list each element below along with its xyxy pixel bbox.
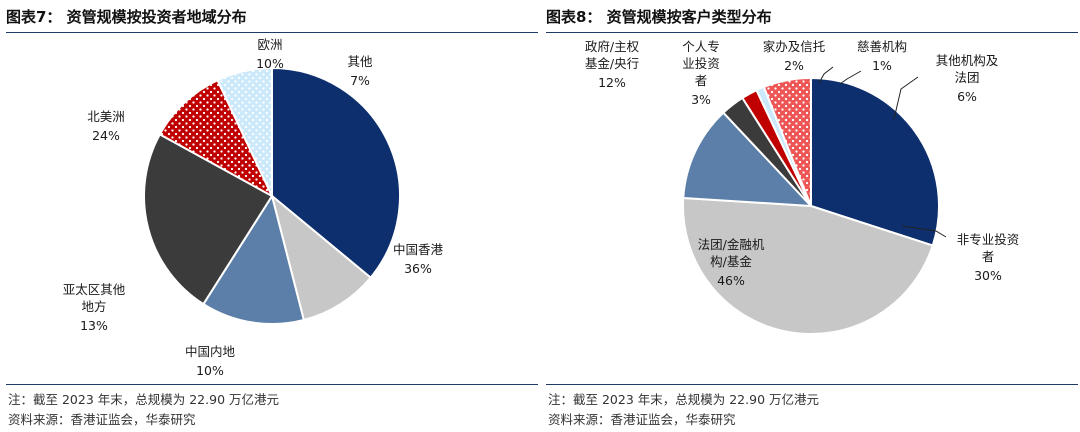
slice-label-1: 非专业投资者 (957, 232, 1020, 264)
pie-slice-6 (216, 66, 273, 197)
slice-value-1: 30% (974, 268, 1002, 283)
pie-slices (682, 76, 940, 335)
pie-slice-5 (158, 78, 275, 199)
slice-label-4: 北美洲 (87, 109, 125, 124)
slice-label-2: 法团/金融机构/基金 (698, 237, 765, 269)
region-pie-chart: 中国香港 36% 中国内地 10% 亚太区其他地方 13% 北美洲 24% 欧洲 10% 其他 7% (63, 37, 444, 378)
pie-slice-3 (682, 111, 814, 208)
slice-label-2: 中国内地 (185, 344, 236, 359)
slice-value-2: 46% (717, 273, 745, 288)
slice-label-4: 个人专业投资者 (682, 39, 720, 88)
slice-value-3: 12% (598, 75, 626, 90)
slice-value-2: 10% (196, 363, 224, 378)
slice-value-4: 3% (691, 92, 711, 107)
pie-slice-3 (202, 193, 306, 325)
pie-labels: 中国香港 36% 中国内地 10% 亚太区其他地方 13% 北美洲 24% 欧洲 10% 其他 7% (63, 37, 444, 378)
panel-client-type: 图表8： 资管规模按客户类型分布 非专业投资者 30% 法团/金融机构/基金 46% 政… (546, 0, 1078, 432)
slice-value-6: 1% (872, 58, 892, 73)
slice-value-3: 13% (80, 318, 108, 333)
title-rule (546, 32, 1078, 33)
leader-line-1 (901, 225, 947, 238)
chart-title: 图表7： 资管规模按投资者地域分布 (6, 8, 247, 26)
slice-label-6: 慈善机构 (857, 39, 907, 54)
slice-label-1: 中国香港 (393, 242, 444, 257)
footnote: 注：截至 2023 年末，总规模为 22.90 万亿港元 (8, 392, 279, 407)
slice-label-6: 其他 (347, 54, 373, 69)
pie-labels: 非专业投资者 30% 法团/金融机构/基金 46% 政府/主权基金/央行 12% 个人专业投… (585, 39, 1019, 288)
client-type-pie-chart: 非专业投资者 30% 法团/金融机构/基金 46% 政府/主权基金/央行 12% 个人专业投… (585, 39, 1019, 335)
pie-slice-7 (762, 76, 812, 207)
slice-value-7: 6% (957, 89, 977, 104)
slice-label-5: 家办及信托 (763, 39, 826, 54)
slice-value-5: 10% (256, 56, 284, 71)
pie-slice-1 (271, 66, 401, 279)
chart-title: 图表8： 资管规模按客户类型分布 (546, 8, 772, 26)
slice-label-3: 亚太区其他地方 (63, 282, 126, 314)
slice-value-5: 2% (784, 58, 804, 73)
pie-slice-1 (810, 76, 940, 247)
leader-line-5 (818, 66, 834, 84)
pie-slices (143, 66, 401, 325)
slice-value-6: 7% (350, 73, 370, 88)
source-note: 资料来源：香港证监会，华泰研究 (548, 412, 736, 427)
slice-value-4: 24% (92, 128, 120, 143)
footer-rule (6, 384, 538, 385)
slice-label-3: 政府/主权基金/央行 (585, 39, 640, 71)
footnote: 注：截至 2023 年末，总规模为 22.90 万亿港元 (548, 392, 819, 407)
source-note: 资料来源：香港证监会，华泰研究 (8, 412, 196, 427)
panel-investor-region: 图表7： 资管规模按投资者地域分布 中国香港 36% 中国内地 10% 亚太区其他地方 1… (6, 0, 538, 432)
leader-line-7 (893, 76, 919, 120)
slice-label-5: 欧洲 (257, 37, 282, 52)
pie-slice-4 (143, 132, 274, 306)
slice-value-1: 36% (404, 261, 432, 276)
pie-slice-2 (682, 196, 935, 335)
slice-label-7: 其他机构及法团 (936, 53, 999, 85)
title-rule (6, 32, 538, 33)
leader-line-6 (839, 70, 862, 85)
footer-rule (546, 384, 1078, 385)
